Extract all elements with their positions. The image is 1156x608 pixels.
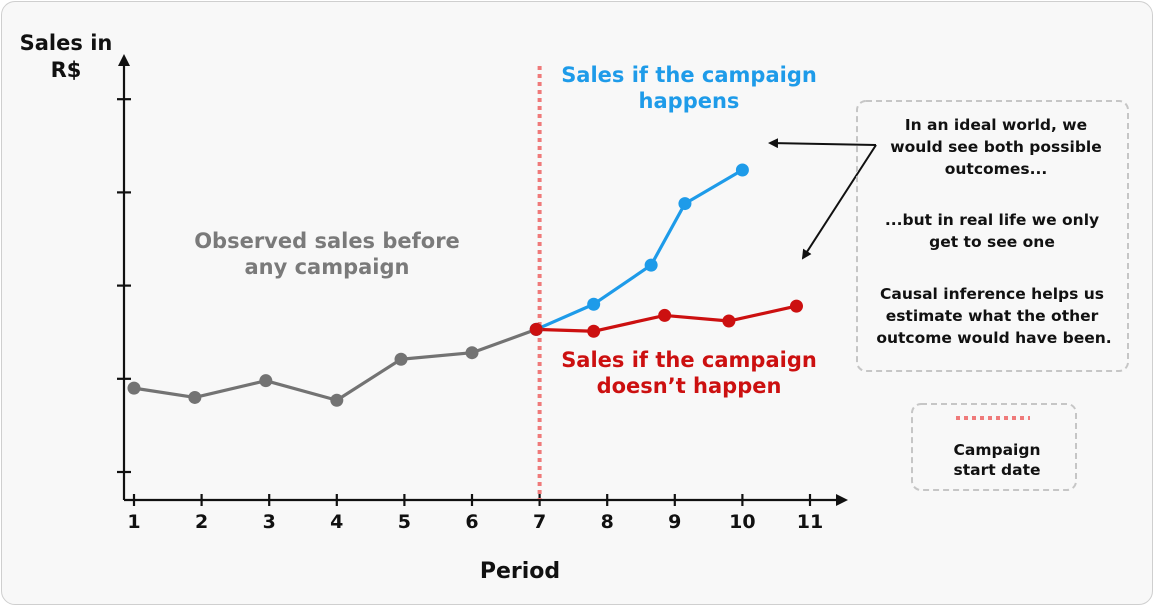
x-tick-label: 8 xyxy=(601,511,614,533)
x-tick-label: 4 xyxy=(330,511,343,533)
campaign-point xyxy=(587,297,601,311)
observed-annotation-line-1: Observed sales before xyxy=(194,229,460,253)
arrow-to-campaign xyxy=(768,138,877,149)
legend-label-line-1: Campaign xyxy=(954,441,1041,459)
observed-annotation-line-2: any campaign xyxy=(244,255,409,279)
note-line-2: would see both possible xyxy=(890,138,1101,156)
campaign-annotation-line-2: happens xyxy=(639,89,740,113)
note-line-8: outcome would have been. xyxy=(876,329,1111,347)
note-line-1: In an ideal world, we xyxy=(905,116,1087,134)
no-campaign-annotation-line-1: Sales if the campaign xyxy=(561,348,817,372)
legend-box xyxy=(911,403,1077,491)
note-box xyxy=(856,100,1129,372)
x-tick-label: 9 xyxy=(668,511,681,533)
observed-series-line xyxy=(133,327,537,402)
observed-point xyxy=(188,390,202,404)
note-line-4: ...but in real life we only xyxy=(885,211,1099,229)
legend-label-line-2: start date xyxy=(953,461,1040,479)
campaign-point xyxy=(678,197,692,211)
note-line-3: outcomes... xyxy=(945,160,1047,178)
arrow-to-no-campaign xyxy=(801,144,877,260)
y-axis-label-line-1: Sales in xyxy=(20,31,113,55)
campaign-series-line xyxy=(535,168,744,331)
x-axis-label: Period xyxy=(480,559,560,584)
observed-point xyxy=(330,393,344,407)
y-axis-label-line-2: R$ xyxy=(51,58,82,82)
observed-point xyxy=(394,352,408,366)
x-tick-label: 6 xyxy=(465,511,478,533)
series-layer xyxy=(127,163,803,407)
campaign-point xyxy=(644,258,658,272)
note-line-6: Causal inference helps us xyxy=(880,285,1104,303)
x-tick-label: 7 xyxy=(533,511,546,533)
no_campaign-point xyxy=(529,322,543,336)
no_campaign-point xyxy=(587,324,601,338)
x-tick-label: 11 xyxy=(797,511,823,533)
x-tick-label: 5 xyxy=(398,511,411,533)
no-campaign-annotation-line-2: doesn’t happen xyxy=(597,374,782,398)
y-ticks xyxy=(117,98,131,474)
y-axis-arrowhead xyxy=(118,54,130,66)
x-axis-arrowhead xyxy=(836,494,848,506)
x-tick-label: 1 xyxy=(127,511,140,533)
no_campaign-point xyxy=(658,308,672,322)
x-tick-label: 10 xyxy=(729,511,755,533)
x-tick-label: 2 xyxy=(195,511,208,533)
no_campaign-point xyxy=(722,314,736,328)
note-line-7: estimate what the other xyxy=(886,307,1099,325)
x-ticks: 1 2 3 4 5 6 7 8 9 10 11 xyxy=(127,494,823,533)
campaign-point xyxy=(735,163,749,177)
observed-point xyxy=(259,374,273,388)
observed-point xyxy=(127,381,141,395)
note-line-5: get to see one xyxy=(929,233,1055,251)
observed-point xyxy=(465,346,479,360)
x-tick-label: 3 xyxy=(263,511,276,533)
campaign-annotation-line-1: Sales if the campaign xyxy=(561,63,817,87)
no_campaign-point xyxy=(789,299,803,313)
